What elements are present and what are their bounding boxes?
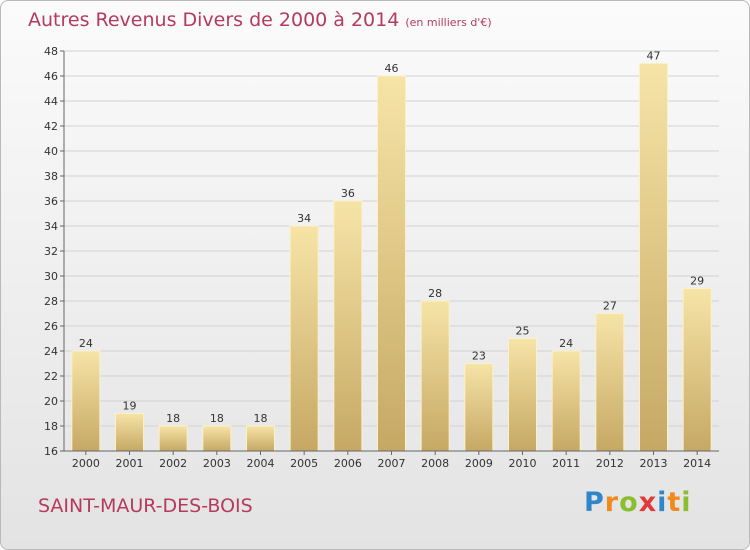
y-tick-label: 28 — [44, 295, 58, 308]
title-text: Autres Revenus Divers de 2000 à 2014 — [28, 9, 400, 31]
bar-2000 — [71, 350, 101, 452]
bar-2004 — [246, 425, 275, 452]
bar-2008 — [420, 300, 450, 452]
data-label-2004: 18 — [254, 412, 268, 425]
bar-2013 — [639, 63, 668, 452]
y-tick-label: 40 — [44, 145, 58, 158]
y-tick-label: 32 — [44, 245, 58, 258]
data-label-2005: 34 — [297, 212, 311, 225]
x-tick-label: 2002 — [159, 457, 187, 470]
data-label-2003: 18 — [210, 412, 224, 425]
x-tick-label: 2012 — [596, 457, 624, 470]
data-label-2009: 23 — [472, 350, 486, 363]
data-label-2010: 25 — [516, 325, 530, 338]
y-tick-label: 30 — [44, 270, 58, 283]
x-tick-label: 2008 — [421, 457, 449, 470]
x-tick-label: 2010 — [509, 457, 537, 470]
bar-2014 — [682, 288, 712, 452]
commune-name: SAINT-MAUR-DES-BOIS — [38, 495, 253, 517]
logo-letter: i — [681, 487, 692, 518]
axes: 16 18 20 22 24 26 28 30 32 34 36 38 40 42 44 46 48 2000 20… — [44, 45, 719, 470]
y-tick-label: 24 — [44, 345, 58, 358]
y-tick-label: 48 — [44, 45, 58, 58]
x-tick-label: 2011 — [552, 457, 580, 470]
bars — [71, 63, 712, 452]
y-tick-label: 22 — [44, 370, 58, 383]
x-tick-label: 2005 — [290, 457, 318, 470]
data-label-2014: 29 — [690, 275, 704, 288]
x-tick-label: 2003 — [203, 457, 231, 470]
bar-2001 — [115, 413, 144, 452]
chart-title: Autres Revenus Divers de 2000 à 2014 (en … — [28, 9, 492, 31]
x-tick-label: 2004 — [247, 457, 275, 470]
y-tick-label: 46 — [44, 70, 58, 83]
x-tick-label: 2007 — [378, 457, 406, 470]
data-label-2011: 24 — [559, 337, 573, 350]
y-tick-label: 20 — [44, 395, 58, 408]
y-tick-label: 34 — [44, 220, 58, 233]
x-tick-label: 2006 — [334, 457, 362, 470]
bar-2003 — [202, 425, 232, 452]
data-label-2006: 36 — [341, 187, 355, 200]
x-tick-label: 2001 — [116, 457, 144, 470]
bar-2011 — [551, 350, 581, 452]
logo-letter: x — [638, 487, 658, 518]
logo-letter: t — [667, 487, 682, 518]
data-label-2007: 46 — [385, 62, 399, 75]
logo-letter: P — [584, 487, 605, 518]
y-tick-label: 42 — [44, 120, 58, 133]
y-tick-label: 36 — [44, 195, 58, 208]
bar-2005 — [289, 225, 319, 452]
bar-2007 — [377, 75, 406, 452]
x-tick-label: 2009 — [465, 457, 493, 470]
data-label-2013: 47 — [647, 50, 661, 63]
data-label-2001: 19 — [123, 400, 137, 413]
y-tick-label: 18 — [44, 420, 58, 433]
x-tick-label: 2014 — [683, 457, 711, 470]
data-labels: 24 19 18 18 18 34 36 46 28 23 25 24 27 47 29 — [79, 50, 704, 426]
data-label-2012: 27 — [603, 300, 617, 313]
unit-note: (en milliers d'€) — [405, 16, 492, 29]
logo-letter: r — [604, 487, 620, 518]
proxiti-logo: Proxiti — [584, 487, 692, 518]
bar-2006 — [333, 200, 363, 452]
data-label-2002: 18 — [166, 412, 180, 425]
logo-letter: i — [657, 487, 668, 518]
bar-2002 — [158, 425, 188, 452]
y-tick-label: 26 — [44, 320, 58, 333]
y-tick-label: 38 — [44, 170, 58, 183]
logo-letter: o — [619, 487, 639, 518]
data-label-2000: 24 — [79, 337, 93, 350]
x-tick-label: 2000 — [72, 457, 100, 470]
bar-2012 — [595, 313, 625, 452]
x-tick-label: 2013 — [640, 457, 668, 470]
y-tick-label: 44 — [44, 95, 58, 108]
bar-2010 — [508, 338, 537, 452]
bar-2009 — [464, 363, 494, 452]
y-tick-label: 16 — [44, 445, 58, 458]
data-label-2008: 28 — [428, 287, 442, 300]
